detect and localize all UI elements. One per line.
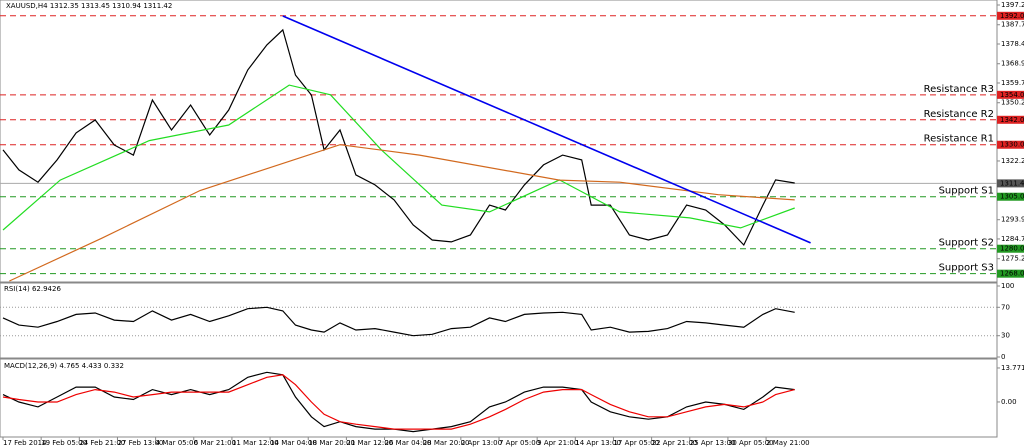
level-label: Resistance R1 [924, 134, 994, 145]
x-tick-label: 6 Mar 21:00 [194, 439, 236, 447]
x-tick-label: 19 Feb 05:00 [41, 439, 87, 447]
price-tag-label: 1392.00 [1000, 12, 1024, 20]
series-line [2, 28, 795, 247]
price-tag-label: 1330.00 [1000, 141, 1024, 149]
y-tick-label: 1397.20 [1001, 1, 1024, 9]
y-tick-label: 1350.20 [1001, 99, 1024, 107]
x-tick-label: 22 Apr 21:00 [652, 439, 698, 447]
series-line [2, 306, 795, 337]
x-tick-label: 24 Feb 21:00 [79, 439, 125, 447]
y-tick-label: 70 [1001, 303, 1010, 311]
level-label: Resistance R3 [924, 84, 994, 95]
x-tick-label: 9 Apr 21:00 [537, 439, 578, 447]
y-tick-label: 13.771 [1001, 364, 1024, 372]
x-tick-label: 17 Apr 05:00 [613, 439, 659, 447]
x-tick-label: 2 May 21:00 [766, 439, 810, 447]
series-line [9, 144, 795, 282]
price-tag [997, 269, 1024, 278]
y-tick-label: 30 [1001, 332, 1010, 340]
price-tag-label: 1268.00 [1000, 270, 1024, 278]
x-tick-label: 14 Mar 04:00 [270, 439, 317, 447]
price-tag [997, 90, 1024, 99]
level-label: Support S1 [939, 186, 994, 197]
x-tick-label: 18 Mar 20:00 [308, 439, 355, 447]
y-tick-label: 1275.20 [1001, 255, 1024, 263]
x-tick-label: 4 Mar 05:00 [156, 439, 198, 447]
x-tick-label: 25 Apr 13:00 [690, 439, 736, 447]
x-tick-label: 11 Mar 12:00 [232, 439, 279, 447]
x-tick-label: 21 Mar 12:00 [346, 439, 393, 447]
price-tag [997, 179, 1024, 188]
price-tag [997, 244, 1024, 253]
y-tick-label: 0 [1001, 353, 1005, 361]
price-tag [997, 192, 1024, 201]
chart-title: XAUUSD,H4 1312.35 1313.45 1310.94 1311.4… [6, 2, 172, 10]
y-tick-label: 0.00 [1001, 398, 1017, 406]
trendline [282, 15, 811, 244]
x-tick-label: 7 Apr 05:00 [499, 439, 540, 447]
price-tag [997, 115, 1024, 124]
x-tick-label: 14 Apr 13:00 [575, 439, 621, 447]
price-tag [997, 11, 1024, 20]
macd-panel [0, 358, 998, 438]
y-tick-label: 1293.95 [1001, 216, 1024, 224]
level-label: Resistance R2 [924, 109, 994, 120]
y-tick-label: 1359.70 [1001, 79, 1024, 87]
price-tag-label: 1354.00 [1000, 91, 1024, 99]
current-price-label: 1311.42 [1000, 179, 1024, 187]
y-tick-label: 1368.95 [1001, 60, 1024, 68]
price-tag-label: 1280.00 [1000, 245, 1024, 253]
rsi-title: RSI(14) 62.9426 [4, 285, 61, 293]
series-line [2, 84, 795, 231]
x-tick-label: 26 Mar 04:00 [385, 439, 432, 447]
x-tick-label: 2 Apr 13:00 [461, 439, 502, 447]
level-label: Support S2 [939, 238, 994, 249]
macd-title: MACD(12,26,9) 4.765 4.433 0.332 [4, 362, 124, 370]
x-tick-label: 28 Mar 20:00 [423, 439, 470, 447]
y-tick-label: 100 [1001, 282, 1014, 290]
price-tag-label: 1305.00 [1000, 193, 1024, 201]
rsi-panel [0, 282, 998, 359]
series-line [2, 371, 795, 433]
x-tick-label: 27 Feb 13:00 [117, 439, 163, 447]
y-tick-label: 1284.70 [1001, 235, 1024, 243]
price-tag-label: 1342.00 [1000, 116, 1024, 124]
level-label: Support S3 [939, 263, 994, 274]
y-tick-label: 1387.70 [1001, 21, 1024, 29]
x-tick-label: 30 Apr 05:00 [728, 439, 774, 447]
y-tick-label: 1378.45 [1001, 40, 1024, 48]
price-tag [997, 140, 1024, 149]
x-tick-label: 17 Feb 2014 [3, 439, 47, 447]
y-tick-label: 1322.20 [1001, 157, 1024, 165]
series-line [2, 374, 795, 430]
